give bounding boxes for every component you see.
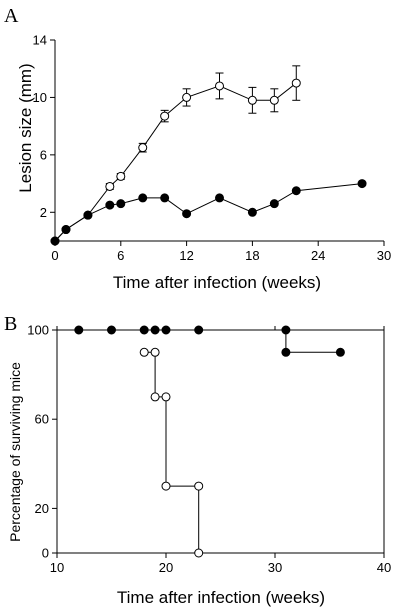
panel-b-y-tick-label: 20 xyxy=(35,501,49,516)
panel-a-chart: A Lesion size (mm) Time after infection … xyxy=(4,5,391,292)
panel-b-x-tick-label: 40 xyxy=(377,560,391,575)
panel-a-open-point xyxy=(269,95,279,105)
panel-a-y-tick-label: 10 xyxy=(33,90,47,105)
panel-a-x-tick-label: 18 xyxy=(245,248,259,263)
panel-a-x-tick-label: 12 xyxy=(179,248,193,263)
panel-a-series-lines xyxy=(54,82,363,242)
panel-b-open-point xyxy=(161,392,171,402)
panel-a-filled-point xyxy=(160,193,170,203)
panel-a-filled-point xyxy=(269,199,279,209)
panel-b-filled-point xyxy=(335,347,345,357)
panel-a-open-point xyxy=(291,78,301,88)
panel-b-x-tick-label: 20 xyxy=(159,560,173,575)
panel-a-x-tick-label: 6 xyxy=(117,248,124,263)
panel-b-filled-point xyxy=(281,325,291,335)
panel-a-y-tick-label: 2 xyxy=(40,205,47,220)
panel-a-filled-point xyxy=(83,210,93,220)
panel-b-x-tick-label: 10 xyxy=(50,560,64,575)
panel-b-open-point xyxy=(194,481,204,491)
panel-a-filled-point xyxy=(138,193,148,203)
panel-b-y-tick-label: 60 xyxy=(35,412,49,427)
panel-b-filled-point xyxy=(74,325,84,335)
panel-a-filled-point xyxy=(116,199,126,209)
panel-a-open-point xyxy=(138,143,148,153)
panel-b-filled-point xyxy=(150,325,160,335)
panel-b-filled-point xyxy=(281,347,291,357)
panel-b-open-point xyxy=(194,548,204,558)
panel-b-series-lines xyxy=(78,329,341,553)
panel-b-y-tick-label: 100 xyxy=(27,323,49,338)
panel-b-series-2-line xyxy=(144,351,200,553)
panel-a-data-points xyxy=(50,78,367,246)
panel-a-filled-point xyxy=(291,186,301,196)
panel-a-filled-point xyxy=(105,200,115,210)
panel-a-filled-point xyxy=(215,193,224,203)
panel-b-data-points xyxy=(74,325,345,558)
panel-a-letter: A xyxy=(4,5,19,27)
panel-b-x-axis-title: Time after infection (weeks) xyxy=(117,588,325,607)
panel-a-axes: 0 6 12 18 24 30 2 6 10 14 xyxy=(33,33,392,264)
panel-b-open-point xyxy=(139,347,149,357)
panel-b-filled-point xyxy=(194,325,204,335)
panel-a-filled-point xyxy=(247,207,257,217)
panel-a-series-2-line xyxy=(54,183,363,242)
panel-a-x-tick-label: 24 xyxy=(311,248,325,263)
panel-a-filled-point xyxy=(357,179,367,189)
panel-a-y-axis-title: Lesion size (mm) xyxy=(16,63,35,192)
panel-b-y-tick-label: 0 xyxy=(42,546,49,561)
panel-a-y-tick-label: 6 xyxy=(40,147,47,162)
panel-b-chart: B Percentage of surviving mice Time afte… xyxy=(4,313,391,607)
panel-b-series-1-line xyxy=(78,329,341,353)
panel-b-x-tick-label: 30 xyxy=(268,560,282,575)
panel-b-open-point xyxy=(161,481,171,491)
panel-a-open-point xyxy=(247,95,257,105)
panel-a-open-point xyxy=(160,111,170,121)
panel-b-letter: B xyxy=(4,313,17,335)
panel-b-filled-point xyxy=(107,325,116,335)
panel-a-open-point xyxy=(182,92,192,102)
panel-a-filled-point xyxy=(50,236,60,246)
panel-a-open-point xyxy=(105,181,115,191)
panel-a-open-point xyxy=(215,81,224,91)
panel-b-open-point xyxy=(150,392,160,402)
panel-a-open-point xyxy=(116,171,126,181)
panel-b-filled-point xyxy=(161,325,171,335)
panel-b-plot-frame xyxy=(56,329,385,554)
panel-a-filled-point xyxy=(61,225,71,235)
panel-a-x-axis-title: Time after infection (weeks) xyxy=(113,273,321,292)
panel-a-x-tick-label: 30 xyxy=(377,248,391,263)
panel-b-filled-point xyxy=(139,325,149,335)
panel-a-x-tick-label: 0 xyxy=(51,248,58,263)
panel-b-axes: 10 20 30 40 0 20 60 100 xyxy=(27,323,391,576)
panel-a-error-bars xyxy=(105,65,301,190)
panel-a-filled-point xyxy=(182,209,192,219)
panel-b-open-point xyxy=(150,347,160,357)
panel-a-y-tick-label: 14 xyxy=(33,33,47,48)
panel-b-y-axis-title: Percentage of surviving mice xyxy=(7,362,23,542)
